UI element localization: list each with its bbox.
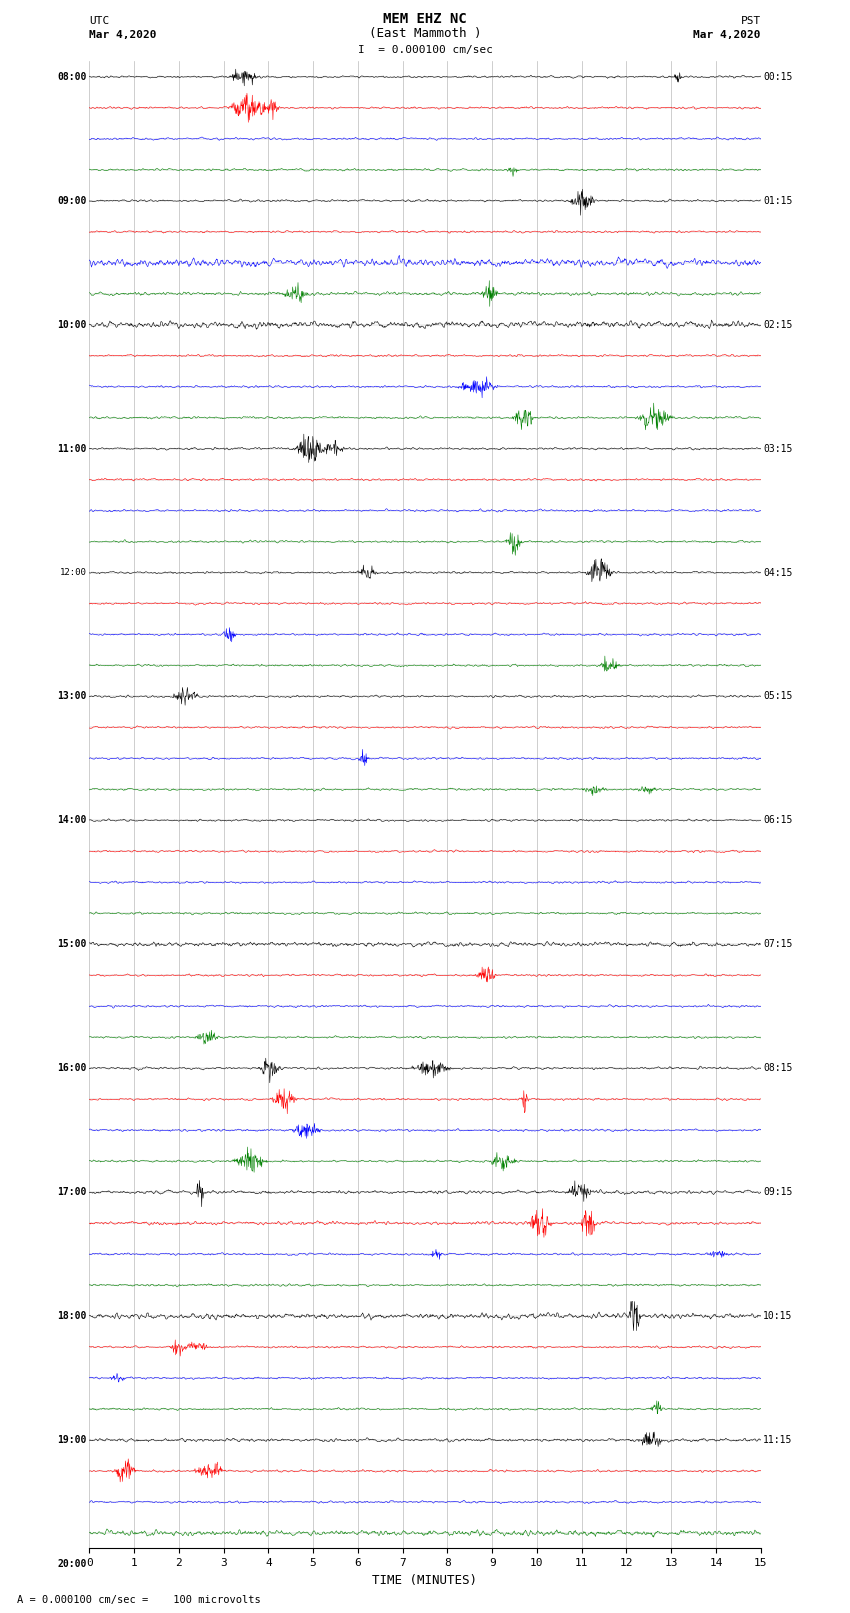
Text: 08:15: 08:15 (763, 1063, 793, 1073)
Text: Mar 4,2020: Mar 4,2020 (694, 31, 761, 40)
Text: UTC: UTC (89, 16, 110, 26)
Text: 01:15: 01:15 (763, 195, 793, 206)
Text: 18:00: 18:00 (57, 1311, 87, 1321)
Text: 19:00: 19:00 (57, 1436, 87, 1445)
Text: 12:00: 12:00 (60, 568, 87, 577)
Text: A = 0.000100 cm/sec =    100 microvolts: A = 0.000100 cm/sec = 100 microvolts (17, 1595, 261, 1605)
Text: 09:00: 09:00 (57, 195, 87, 206)
Text: 17:00: 17:00 (57, 1187, 87, 1197)
Text: 13:00: 13:00 (57, 692, 87, 702)
Text: 10:00: 10:00 (57, 319, 87, 329)
Text: 08:00: 08:00 (57, 73, 87, 82)
Text: 07:15: 07:15 (763, 939, 793, 950)
Text: 11:00: 11:00 (57, 444, 87, 453)
Text: 09:15: 09:15 (763, 1187, 793, 1197)
Text: MEM EHZ NC: MEM EHZ NC (383, 11, 467, 26)
Text: 04:15: 04:15 (763, 568, 793, 577)
Text: 16:00: 16:00 (57, 1063, 87, 1073)
Text: 05:15: 05:15 (763, 692, 793, 702)
Text: 06:15: 06:15 (763, 816, 793, 826)
Text: 15:00: 15:00 (57, 939, 87, 950)
Text: (East Mammoth ): (East Mammoth ) (369, 27, 481, 40)
Text: 10:15: 10:15 (763, 1311, 793, 1321)
Text: 00:15: 00:15 (763, 73, 793, 82)
X-axis label: TIME (MINUTES): TIME (MINUTES) (372, 1574, 478, 1587)
Text: I  = 0.000100 cm/sec: I = 0.000100 cm/sec (358, 45, 492, 55)
Text: PST: PST (740, 16, 761, 26)
Text: Mar 4,2020: Mar 4,2020 (89, 31, 156, 40)
Text: 20:00: 20:00 (57, 1560, 87, 1569)
Text: 03:15: 03:15 (763, 444, 793, 453)
Text: 11:15: 11:15 (763, 1436, 793, 1445)
Text: 14:00: 14:00 (57, 816, 87, 826)
Text: 02:15: 02:15 (763, 319, 793, 329)
